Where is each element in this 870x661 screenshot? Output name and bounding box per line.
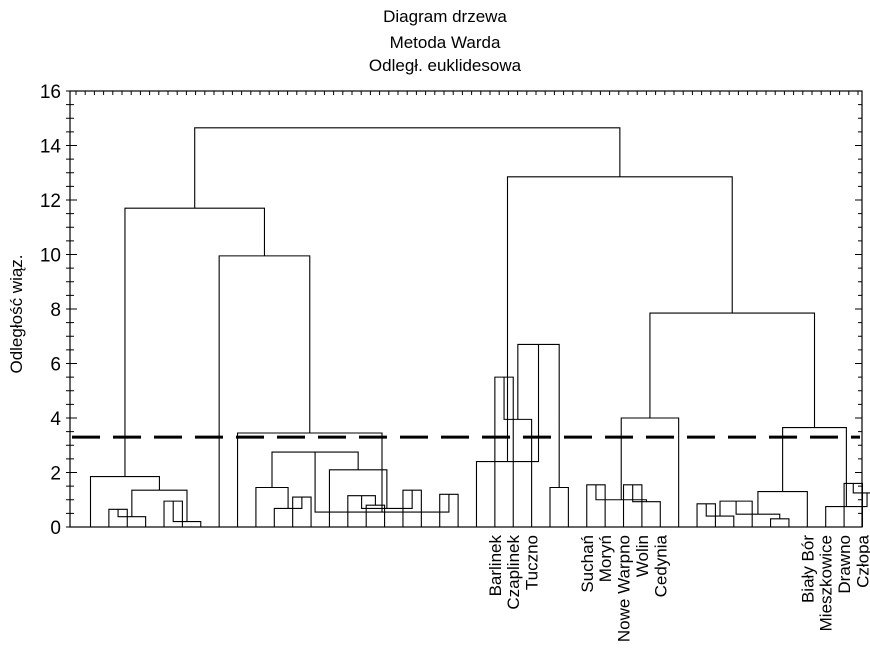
dendrogram-link (549, 486, 569, 527)
leaf-label: Cedynia (651, 534, 670, 597)
y-tick-label: 2 (50, 464, 61, 485)
dendrogram-link (770, 518, 790, 527)
dendrogram-link (649, 312, 816, 428)
leaf-label: Wolin (633, 535, 652, 577)
leaf-label: Nowe Warpno (615, 535, 634, 642)
leaf-label: Tuczno (523, 535, 542, 590)
y-tick-label: 10 (40, 246, 61, 267)
leaf-label: Człopa (853, 534, 870, 587)
y-axis-label: Odległość wiąz. (7, 254, 26, 373)
dendrogram-link (632, 484, 661, 527)
dendrogram-link (236, 432, 383, 527)
dendrogram-link (328, 469, 388, 527)
leaf-label: Drawno (835, 535, 854, 594)
leaf-label: Czaplinek (504, 535, 523, 610)
plot-frame (69, 90, 863, 528)
dendrogram-link (255, 486, 289, 527)
dendrogram-links (89, 127, 870, 527)
dendrogram-link (218, 255, 311, 527)
y-tick-label: 6 (50, 355, 61, 376)
dendrogram-link (620, 417, 680, 527)
dendrogram-link (506, 176, 733, 462)
leaf-label: Moryń (596, 535, 615, 582)
chart-title-line-3: Odległ. euklidesowa (368, 56, 522, 75)
dendrogram-link (89, 476, 160, 527)
y-tick-label: 16 (40, 82, 61, 103)
chart-title-line-1: Diagram drzewa (383, 7, 507, 26)
leaf-label: Barlinek (486, 535, 505, 597)
leaf-label: Suchań (578, 535, 597, 593)
dendrogram-link (782, 426, 847, 507)
y-tick-label: 8 (50, 300, 61, 321)
dendrogram-link (757, 491, 808, 527)
chart-title-line-2: Metoda Warda (389, 33, 501, 52)
y-tick-label: 4 (50, 409, 61, 430)
y-tick-label: 14 (40, 137, 62, 158)
leaf-labels-group: Barlinek Czaplinek Tuczno Suchań Moryń Nowe W… (486, 534, 870, 642)
leaf-label: Biały Bór (798, 535, 817, 603)
y-tick-label: 0 (50, 518, 61, 539)
y-tick-label: 12 (40, 191, 61, 212)
axes-group: 0 2 4 6 8 10 12 14 16 (40, 82, 863, 539)
dendrogram-link (194, 127, 621, 209)
leaf-label: Mieszkowice (817, 535, 836, 631)
